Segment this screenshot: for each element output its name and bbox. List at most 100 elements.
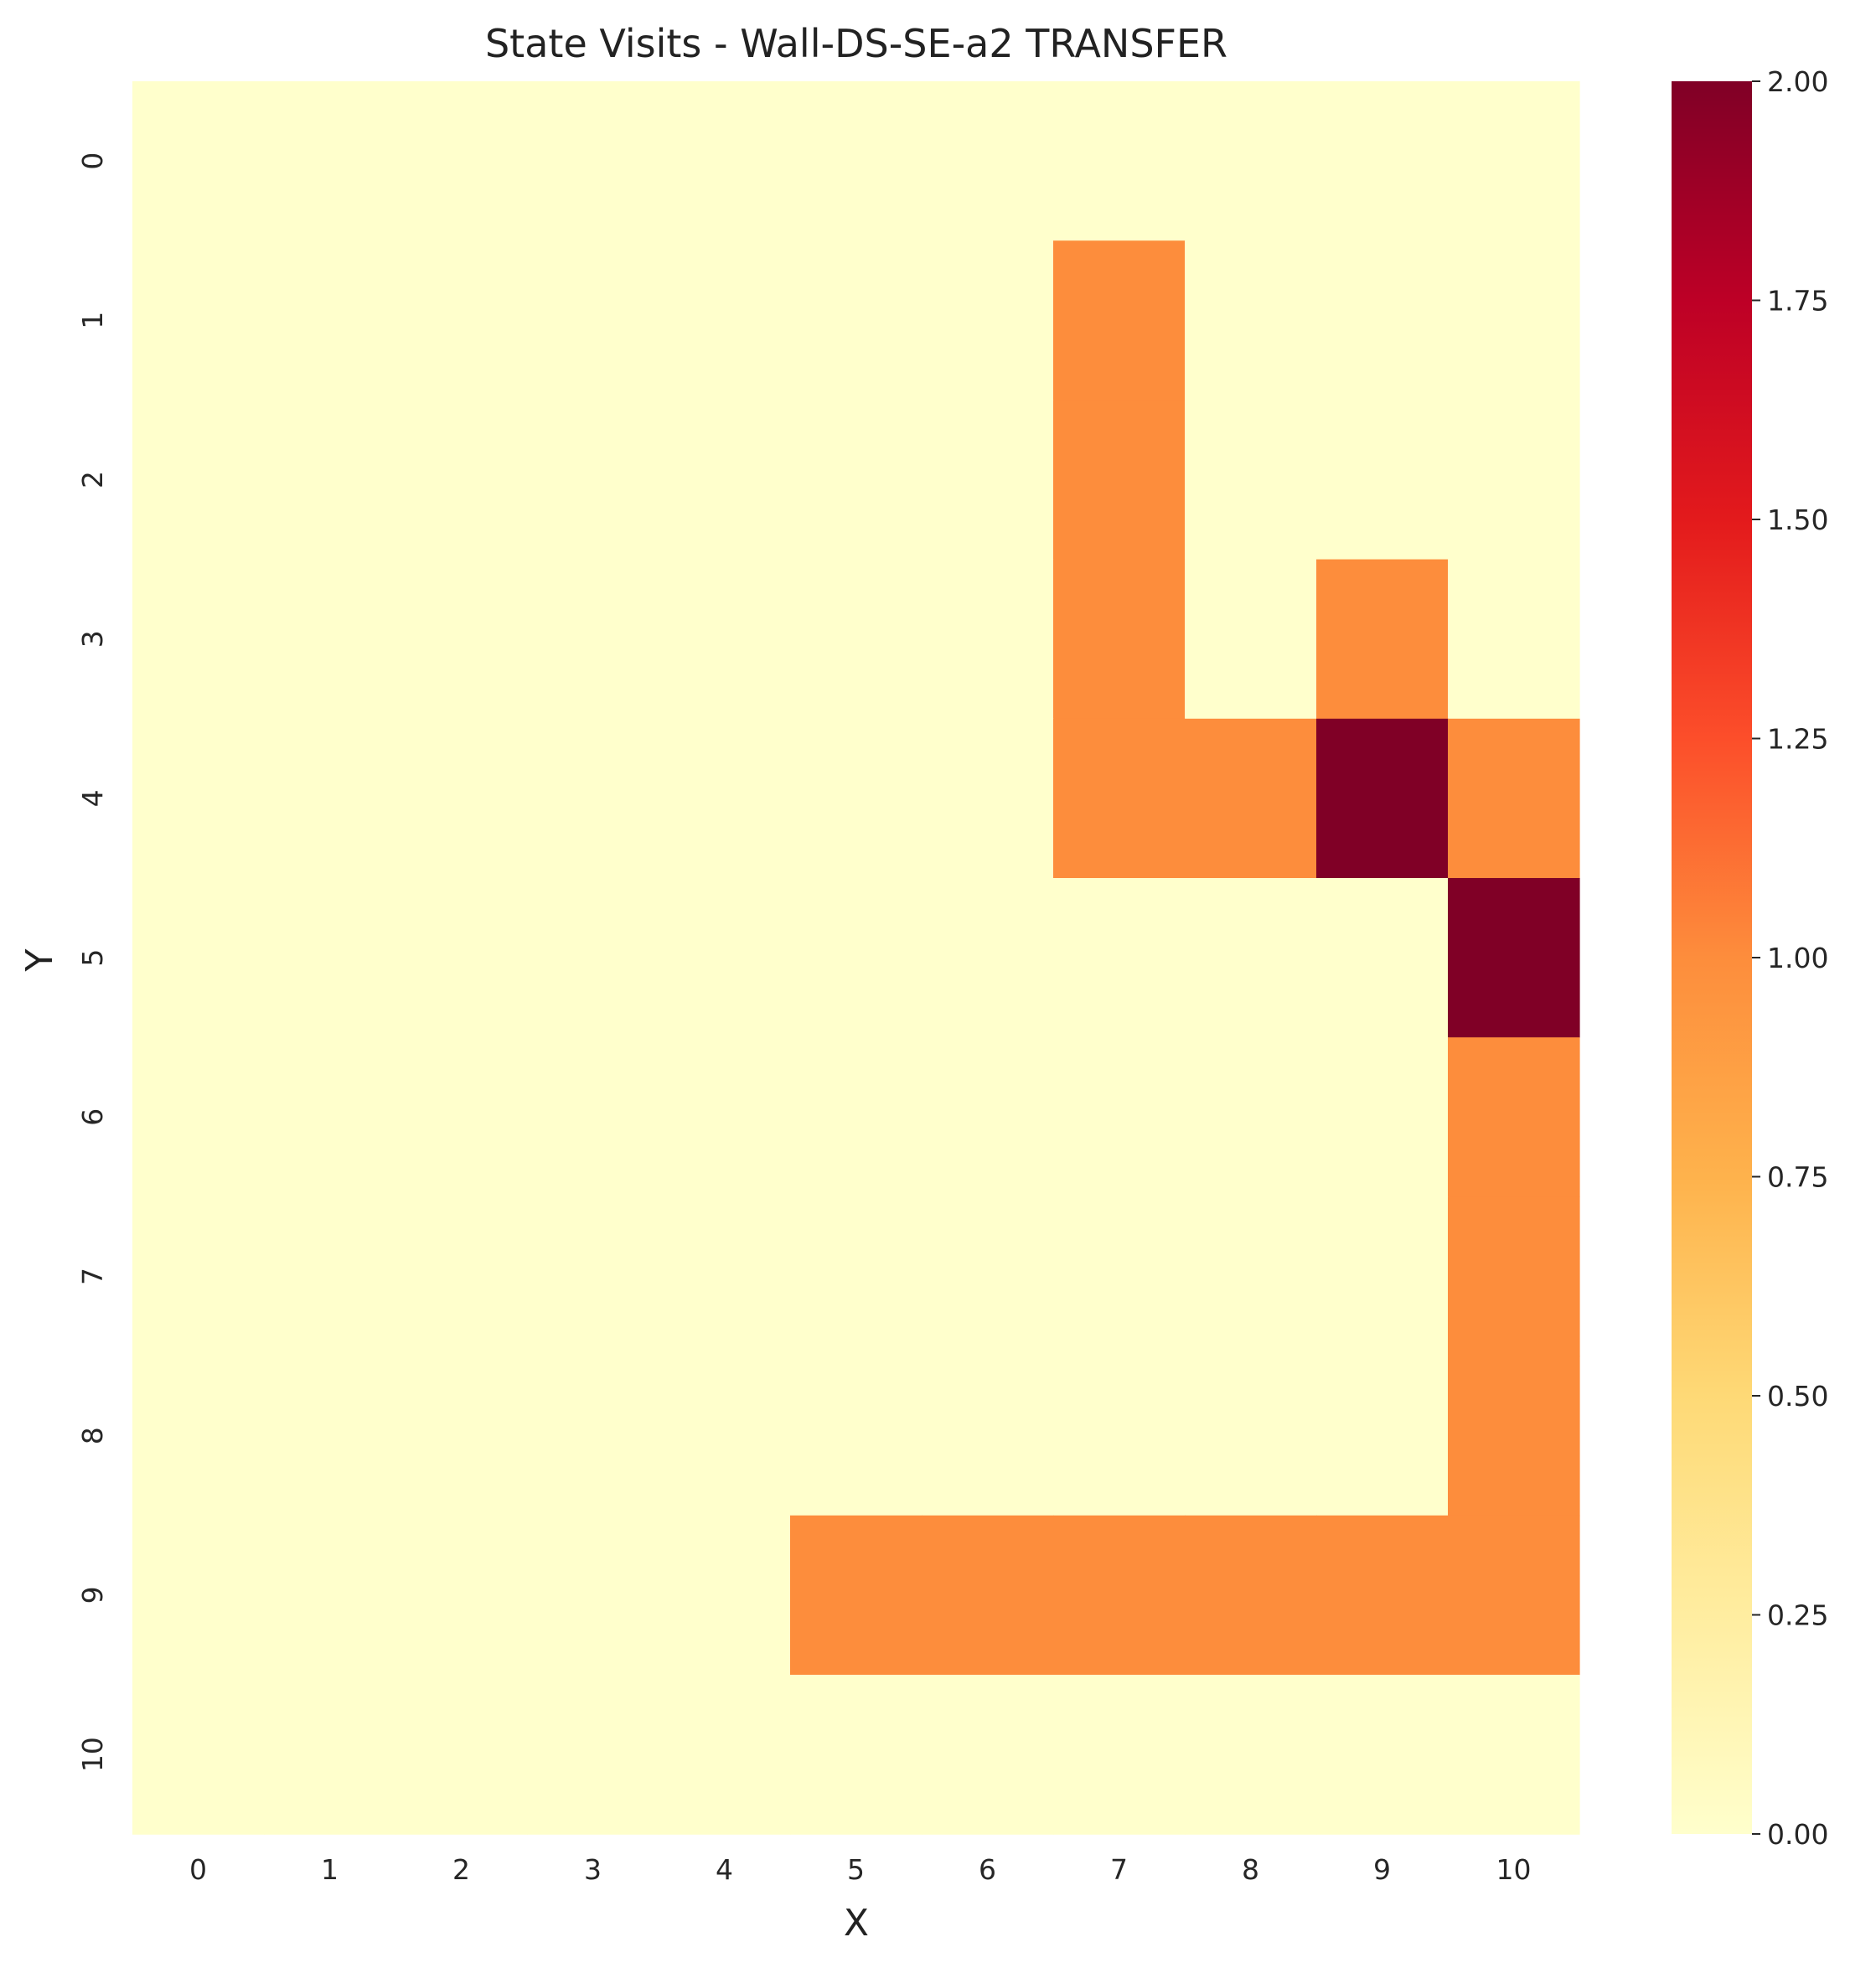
heatmap-cell <box>527 1356 659 1516</box>
x-tick-label: 10 <box>1496 1853 1532 1886</box>
heatmap-cell <box>659 240 791 400</box>
heatmap-cell <box>1053 718 1186 879</box>
heatmap-cell <box>132 1037 265 1197</box>
heatmap-cell <box>132 400 265 560</box>
heatmap-cell <box>264 559 396 720</box>
heatmap-cell <box>790 1675 922 1835</box>
heatmap-cell <box>922 1196 1054 1357</box>
heatmap-cell <box>659 81 791 241</box>
heatmap-cell <box>922 400 1054 560</box>
heatmap-cell <box>1185 240 1317 400</box>
heatmap-cell <box>132 240 265 400</box>
heatmap-cell <box>790 1515 922 1676</box>
colorbar <box>1672 81 1752 1834</box>
colorbar-tick-label: 0.25 <box>1767 1599 1828 1632</box>
x-tick-label: 0 <box>189 1853 207 1886</box>
heatmap-cell <box>1316 81 1449 241</box>
y-tick-label: 1 <box>76 312 109 329</box>
heatmap-cell <box>659 400 791 560</box>
x-tick-label: 6 <box>979 1853 996 1886</box>
heatmap-cell <box>395 559 528 720</box>
heatmap-cell <box>264 878 396 1038</box>
colorbar-tick-label: 1.75 <box>1767 285 1828 318</box>
heatmap-cell <box>1448 878 1580 1038</box>
y-tick-label: 9 <box>76 1586 109 1604</box>
heatmap-cell <box>922 559 1054 720</box>
heatmap-cell <box>1316 1037 1449 1197</box>
heatmap-cell <box>1053 1196 1186 1357</box>
heatmap-cell <box>922 1675 1054 1835</box>
heatmap-cell <box>659 1515 791 1676</box>
colorbar-tick-label: 0.00 <box>1767 1818 1828 1851</box>
heatmap-cell <box>132 1356 265 1516</box>
heatmap-cell <box>790 878 922 1038</box>
x-tick-label: 1 <box>321 1853 339 1886</box>
heatmap-cell <box>264 1196 396 1357</box>
y-tick-label: 5 <box>76 949 109 967</box>
heatmap-cell <box>1185 718 1317 879</box>
y-tick-label: 8 <box>76 1427 109 1444</box>
heatmap-cell <box>1316 240 1449 400</box>
heatmap-cell <box>1448 1196 1580 1357</box>
heatmap-cell <box>922 718 1054 879</box>
heatmap-cell <box>659 1356 791 1516</box>
heatmap-cell <box>790 81 922 241</box>
heatmap-cell <box>527 878 659 1038</box>
heatmap-cell <box>659 1675 791 1835</box>
heatmap-cell <box>1185 1515 1317 1676</box>
heatmap-cell <box>1053 240 1186 400</box>
heatmap-cell <box>1185 1196 1317 1357</box>
heatmap-cell <box>132 559 265 720</box>
heatmap-cell <box>790 1196 922 1357</box>
heatmap-cell <box>1448 240 1580 400</box>
y-tick-label: 3 <box>76 630 109 648</box>
x-tick-labels: 0 1 2 3 4 5 6 7 8 9 10 <box>189 1853 1532 1886</box>
x-axis-label: X <box>844 1902 869 1945</box>
y-tick-labels: 0 1 2 3 4 5 6 7 8 9 10 <box>76 152 109 1773</box>
heatmap-cell <box>659 718 791 879</box>
heatmap-cell <box>1316 718 1449 879</box>
colorbar-tick-label: 1.00 <box>1767 942 1828 974</box>
y-axis-label: Y <box>18 948 61 972</box>
heatmap-cell <box>1316 559 1449 720</box>
heatmap-cell <box>395 400 528 560</box>
heatmap-cell <box>132 1196 265 1357</box>
x-tick-label: 3 <box>584 1853 602 1886</box>
heatmap-cell <box>790 1356 922 1516</box>
heatmap-cell <box>527 240 659 400</box>
colorbar-ticks: 0.00 0.25 0.50 0.75 1.00 1.25 1.50 1.75 2.00 <box>1752 65 1828 1851</box>
heatmap-cell <box>1448 1356 1580 1516</box>
heatmap-cell <box>1053 1515 1186 1676</box>
colorbar-tick-label: 0.75 <box>1767 1161 1828 1194</box>
heatmap-cell <box>790 1037 922 1197</box>
heatmap-cell <box>527 559 659 720</box>
y-tick-label: 7 <box>76 1268 109 1285</box>
heatmap-cell <box>922 81 1054 241</box>
heatmap-cell <box>395 1037 528 1197</box>
heatmap-cell <box>527 1037 659 1197</box>
heatmap-cell <box>132 878 265 1038</box>
heatmap-cell <box>1316 1196 1449 1357</box>
heatmap-cell <box>527 81 659 241</box>
heatmap-cell <box>659 1037 791 1197</box>
heatmap-cell <box>1448 81 1580 241</box>
y-tick-label: 4 <box>76 789 109 807</box>
y-tick-label: 10 <box>76 1737 109 1772</box>
heatmap-cell <box>395 81 528 241</box>
heatmap-cell <box>922 1037 1054 1197</box>
heatmap-cell <box>1053 1675 1186 1835</box>
heatmap-cell <box>395 718 528 879</box>
heatmap-cell <box>790 718 922 879</box>
heatmap-cell <box>1185 400 1317 560</box>
heatmap-cell <box>1053 878 1186 1038</box>
heatmap-cell <box>922 240 1054 400</box>
heatmap-cell <box>264 400 396 560</box>
heatmap-cell <box>395 1675 528 1835</box>
heatmap-cell <box>922 1356 1054 1516</box>
heatmap-cell <box>1448 718 1580 879</box>
heatmap-cell <box>395 878 528 1038</box>
heatmap-cell <box>922 1515 1054 1676</box>
x-tick-label: 2 <box>452 1853 470 1886</box>
x-tick-label: 7 <box>1110 1853 1128 1886</box>
